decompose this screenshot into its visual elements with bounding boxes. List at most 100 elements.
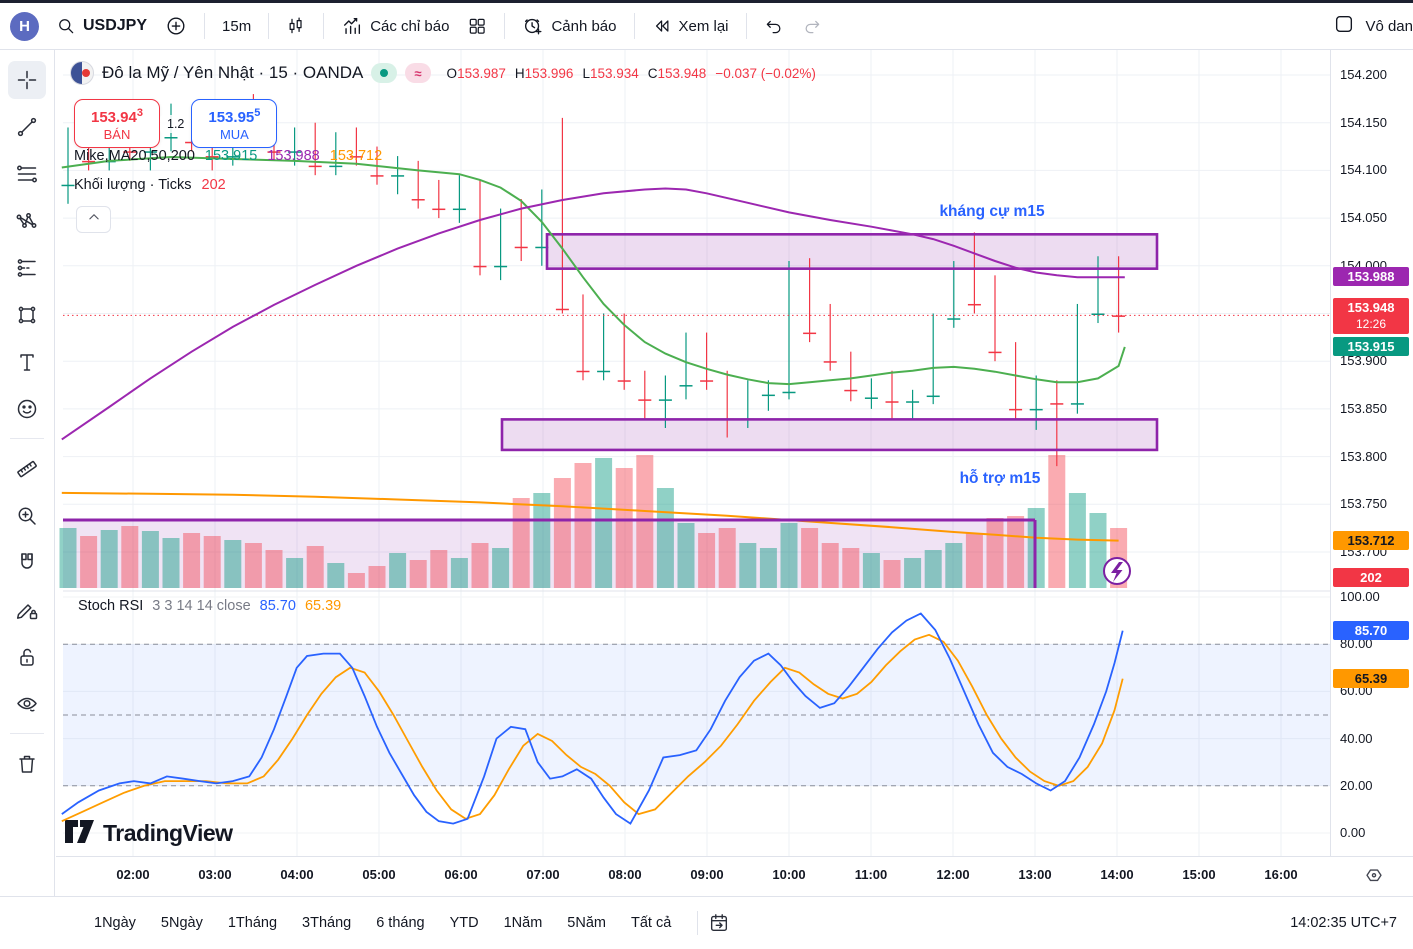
- support-zone[interactable]: [502, 419, 1157, 450]
- symbol-search-button[interactable]: USDJPY: [47, 10, 156, 42]
- price-badge: 85.70: [1333, 620, 1409, 640]
- go-to-date-button[interactable]: [708, 912, 730, 934]
- forecast-tool[interactable]: [8, 249, 46, 287]
- lightning-marker[interactable]: [1103, 557, 1131, 585]
- drawing-toolbar: [0, 50, 55, 896]
- time-tick: 15:00: [1182, 867, 1216, 882]
- fib-retracement-tool[interactable]: [8, 155, 46, 193]
- clock-timezone[interactable]: 14:02:35 UTC+7: [1290, 915, 1397, 931]
- axis-tick: 154.200: [1340, 67, 1387, 82]
- alert-button[interactable]: Cảnh báo: [513, 9, 625, 43]
- range-button-tất-cả[interactable]: Tất cả: [630, 915, 672, 931]
- symbol-legend: Đô la Mỹ / Yên Nhật · 15 · OANDA ≈ O153.…: [70, 61, 816, 85]
- resistance-zone[interactable]: [547, 234, 1157, 269]
- range-button-5năm[interactable]: 5Năm: [567, 915, 606, 931]
- volume-series: [59, 455, 1128, 588]
- time-tick: 12:00: [936, 867, 970, 882]
- approx-data-pill[interactable]: ≈: [405, 63, 431, 83]
- redo-button[interactable]: [793, 10, 831, 42]
- layout-grid-button[interactable]: [458, 10, 496, 42]
- toolbar-separator: [745, 13, 747, 39]
- bottom-bar: 1Ngày 5Ngày 1Tháng 3Tháng 6 tháng YTD 1Năm 5Năm…: [0, 896, 1413, 949]
- toolbar-divider: [10, 438, 44, 439]
- indicators-button[interactable]: Các chỉ báo: [332, 9, 458, 43]
- sell-button[interactable]: 153.943 BÁN: [74, 99, 160, 148]
- range-button-5ngày[interactable]: 5Ngày: [160, 915, 203, 931]
- resistance-zone-border[interactable]: [545, 233, 1159, 270]
- range-button-3tháng[interactable]: 3Tháng: [302, 915, 352, 931]
- window-top-strip: [0, 0, 1413, 3]
- range-button-1năm[interactable]: 1Năm: [503, 915, 543, 931]
- time-tick: 10:00: [772, 867, 806, 882]
- interval-button[interactable]: 15m: [213, 12, 260, 41]
- resistance-zone-label[interactable]: kháng cự m15: [939, 203, 1045, 220]
- compare-add-button[interactable]: [156, 9, 196, 43]
- axis-tick: 100.00: [1340, 589, 1380, 604]
- price-badge: 202: [1333, 568, 1409, 587]
- price-axis[interactable]: 154.200 154.150 154.100 154.050 154.000 153.9…: [1330, 50, 1413, 856]
- time-tick: 05:00: [362, 867, 396, 882]
- toolbar-divider: [10, 733, 44, 734]
- stoch-k-value: 85.70: [259, 598, 296, 614]
- anonymous-user-icon[interactable]: [1333, 13, 1355, 40]
- symbol-title[interactable]: Đô la Mỹ / Yên Nhật · 15 · OANDA: [102, 63, 364, 82]
- support-zone-label[interactable]: hỗ trợ m15: [960, 470, 1041, 487]
- range-button-1ngày[interactable]: 1Ngày: [94, 915, 136, 931]
- hexagon-settings-icon[interactable]: [1363, 865, 1385, 892]
- ma-legend[interactable]: Mike,MA20,50,200 153.915 153.988 153.712: [74, 148, 382, 164]
- drawing-lock-tool[interactable]: [8, 591, 46, 629]
- axis-tick: 40.00: [1340, 730, 1373, 746]
- buy-button[interactable]: 153.955 MUA: [191, 99, 278, 148]
- time-axis[interactable]: 02:00 03:00 04:00 05:00 06:00 07:00 08:00 09:00…: [56, 856, 1413, 896]
- undo-button[interactable]: [755, 10, 793, 42]
- ma200-line: [61, 491, 1119, 542]
- hide-drawings-tool[interactable]: [8, 685, 46, 723]
- anonymous-label[interactable]: Vô dan: [1365, 17, 1413, 35]
- indicators-icon: [341, 15, 363, 37]
- toolbar-separator: [323, 13, 325, 39]
- range-button-ytd[interactable]: YTD: [449, 915, 479, 931]
- magnet-tool[interactable]: [8, 544, 46, 582]
- delete-drawings-tool[interactable]: [8, 745, 46, 783]
- range-button-1tháng[interactable]: 1Tháng: [227, 915, 278, 931]
- range-button-6-tháng[interactable]: 6 tháng: [376, 915, 425, 931]
- collapse-pane-button[interactable]: [76, 206, 111, 233]
- chart-canvas[interactable]: TradingView kháng cự m15 hỗ trợ m15: [56, 50, 1330, 856]
- time-tick: 02:00: [116, 867, 150, 882]
- market-status-pill[interactable]: [371, 63, 398, 83]
- text-tool[interactable]: [8, 343, 46, 381]
- crosshair-tool[interactable]: [8, 60, 46, 99]
- dot-icon: [380, 69, 389, 77]
- emoji-tool[interactable]: [8, 390, 46, 428]
- toolbar-separator: [204, 13, 206, 39]
- stoch-rsi-legend[interactable]: Stoch RSI 3 3 14 14 close 85.70 65.39: [78, 598, 341, 614]
- alert-label: Cảnh báo: [551, 17, 617, 35]
- alarm-plus-icon: [522, 15, 544, 37]
- open-value: 153.987: [457, 65, 506, 81]
- trend-line-tool[interactable]: [8, 108, 46, 146]
- buy-label: MUA: [219, 127, 249, 142]
- ma200-value: 153.712: [329, 148, 383, 164]
- rectangle-tool[interactable]: [8, 296, 46, 334]
- chart-style-button[interactable]: [277, 10, 315, 42]
- volume-highlight-zone[interactable]: [63, 520, 1035, 588]
- volume-legend[interactable]: Khối lượng · Ticks 202: [74, 177, 226, 193]
- rewind-icon: [652, 16, 672, 36]
- replay-button[interactable]: Xem lại: [643, 10, 738, 42]
- lock-all-tool[interactable]: [8, 638, 46, 676]
- time-tick: 03:00: [198, 867, 232, 882]
- price-badge: 153.948 12:26: [1333, 298, 1409, 335]
- zoom-in-tool[interactable]: [8, 497, 46, 535]
- support-zone-border[interactable]: [500, 418, 1159, 452]
- ruler-tool[interactable]: [8, 450, 46, 488]
- user-avatar[interactable]: H: [10, 11, 39, 41]
- axis-tick: 154.100: [1340, 162, 1387, 178]
- replay-label: Xem lại: [678, 17, 729, 35]
- xabcd-pattern-tool[interactable]: [8, 202, 46, 240]
- stoch-legend-title: Stoch RSI: [78, 598, 144, 614]
- close-value: 153.948: [657, 65, 707, 81]
- axis-tick: 153.800: [1340, 448, 1387, 464]
- toolbar-separator: [504, 13, 506, 39]
- top-toolbar: H USDJPY 15m Các chỉ báo Cảnh báo Xem lạ…: [0, 3, 1413, 50]
